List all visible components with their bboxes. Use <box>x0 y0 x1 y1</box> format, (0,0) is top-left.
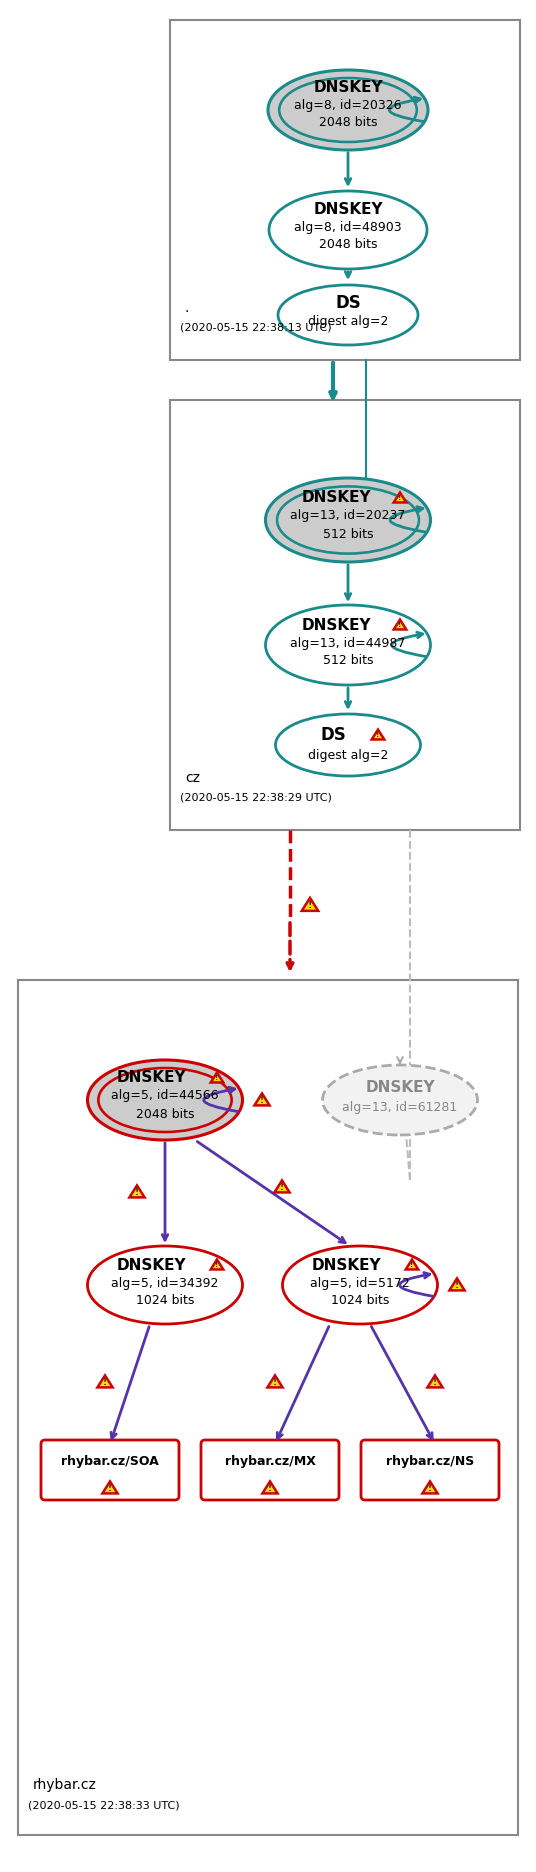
Text: !: ! <box>135 1189 139 1196</box>
Polygon shape <box>406 1260 418 1269</box>
Text: (2020-05-15 22:38:29 UTC): (2020-05-15 22:38:29 UTC) <box>180 792 332 801</box>
Polygon shape <box>255 1093 270 1104</box>
Ellipse shape <box>269 191 427 270</box>
Text: DNSKEY: DNSKEY <box>365 1080 435 1095</box>
Text: alg=5, id=34392: alg=5, id=34392 <box>111 1277 219 1290</box>
Polygon shape <box>372 730 384 739</box>
Text: 1024 bits: 1024 bits <box>331 1295 389 1307</box>
Text: rhybar.cz/MX: rhybar.cz/MX <box>225 1456 316 1468</box>
Text: 2048 bits: 2048 bits <box>319 238 377 251</box>
Text: !: ! <box>260 1097 264 1104</box>
Text: digest alg=2: digest alg=2 <box>308 749 388 762</box>
Bar <box>170 21 520 359</box>
Text: DS: DS <box>320 726 346 743</box>
Ellipse shape <box>87 1060 242 1140</box>
Text: rhybar.cz: rhybar.cz <box>33 1778 97 1792</box>
Text: !: ! <box>273 1378 277 1387</box>
Text: !: ! <box>215 1262 219 1269</box>
Text: alg=13, id=20237: alg=13, id=20237 <box>291 509 406 522</box>
FancyBboxPatch shape <box>361 1440 499 1499</box>
Text: 512 bits: 512 bits <box>323 655 373 668</box>
Text: !: ! <box>308 900 312 910</box>
Ellipse shape <box>265 477 430 562</box>
Polygon shape <box>263 1481 278 1494</box>
Text: alg=8, id=20326: alg=8, id=20326 <box>294 99 402 112</box>
Text: 2048 bits: 2048 bits <box>136 1108 194 1121</box>
Text: rhybar.cz/NS: rhybar.cz/NS <box>386 1456 474 1468</box>
Polygon shape <box>449 1279 465 1290</box>
Polygon shape <box>302 899 318 912</box>
Ellipse shape <box>278 285 418 344</box>
Ellipse shape <box>323 1065 478 1134</box>
Text: alg=5, id=5172: alg=5, id=5172 <box>310 1277 410 1290</box>
Text: !: ! <box>455 1280 459 1290</box>
Text: cz: cz <box>185 771 200 784</box>
Text: rhybar.cz/SOA: rhybar.cz/SOA <box>61 1456 159 1468</box>
Text: (2020-05-15 22:38:33 UTC): (2020-05-15 22:38:33 UTC) <box>28 1801 180 1810</box>
Text: DNSKEY: DNSKEY <box>311 1258 381 1273</box>
Text: DNSKEY: DNSKEY <box>116 1071 186 1086</box>
Text: DNSKEY: DNSKEY <box>301 490 371 505</box>
Text: DNSKEY: DNSKEY <box>116 1258 186 1273</box>
Ellipse shape <box>276 713 421 777</box>
Text: !: ! <box>398 496 401 502</box>
Ellipse shape <box>265 605 430 685</box>
Text: !: ! <box>280 1183 284 1192</box>
Polygon shape <box>274 1181 289 1192</box>
Text: DNSKEY: DNSKEY <box>301 618 371 633</box>
Ellipse shape <box>282 1247 437 1324</box>
Text: !: ! <box>268 1484 272 1494</box>
Text: DNSKEY: DNSKEY <box>313 202 383 217</box>
Text: !: ! <box>376 732 379 738</box>
Text: !: ! <box>433 1378 437 1387</box>
Text: digest alg=2: digest alg=2 <box>308 316 388 328</box>
FancyBboxPatch shape <box>41 1440 179 1499</box>
Polygon shape <box>211 1073 224 1082</box>
Ellipse shape <box>87 1247 242 1324</box>
Text: (2020-05-15 22:38:13 UTC): (2020-05-15 22:38:13 UTC) <box>180 322 332 331</box>
Text: !: ! <box>103 1378 107 1387</box>
Text: 1024 bits: 1024 bits <box>136 1295 194 1307</box>
Text: alg=13, id=61281: alg=13, id=61281 <box>343 1101 458 1114</box>
Text: 512 bits: 512 bits <box>323 528 373 541</box>
Polygon shape <box>422 1481 437 1494</box>
FancyBboxPatch shape <box>201 1440 339 1499</box>
Text: alg=5, id=44566: alg=5, id=44566 <box>111 1090 219 1103</box>
Polygon shape <box>267 1376 282 1387</box>
Text: alg=8, id=48903: alg=8, id=48903 <box>294 221 402 234</box>
Text: alg=13, id=44987: alg=13, id=44987 <box>291 636 406 650</box>
Polygon shape <box>211 1260 224 1269</box>
Text: DS: DS <box>335 294 361 313</box>
Polygon shape <box>394 492 406 502</box>
Text: !: ! <box>215 1076 219 1082</box>
Polygon shape <box>129 1185 145 1198</box>
Bar <box>18 981 518 1835</box>
Bar <box>170 401 520 829</box>
Polygon shape <box>102 1481 117 1494</box>
Ellipse shape <box>268 69 428 150</box>
Text: !: ! <box>411 1262 414 1269</box>
Polygon shape <box>427 1376 443 1387</box>
Text: !: ! <box>398 623 401 629</box>
Text: .: . <box>185 301 189 314</box>
Polygon shape <box>394 620 406 629</box>
Text: !: ! <box>428 1484 432 1494</box>
Polygon shape <box>98 1376 113 1387</box>
Text: 2048 bits: 2048 bits <box>319 116 377 129</box>
Text: !: ! <box>108 1484 112 1494</box>
Text: DNSKEY: DNSKEY <box>313 80 383 95</box>
